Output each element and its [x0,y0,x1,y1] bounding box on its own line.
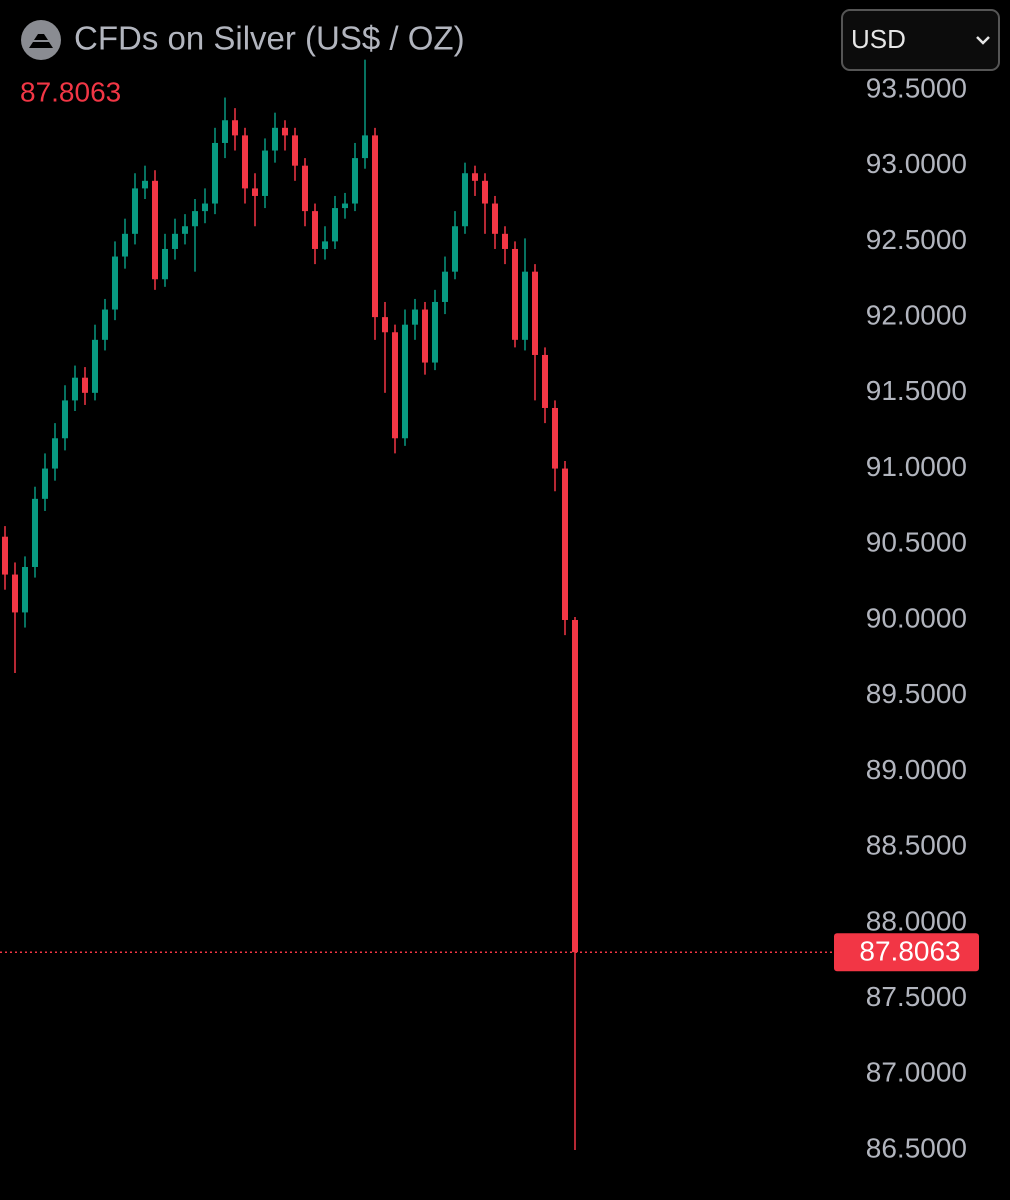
candle-body [252,188,258,196]
candle-body [322,241,328,249]
y-tick-label: 89.0000 [866,754,967,785]
candle-body [302,165,308,212]
y-tick-label: 91.5000 [866,375,967,406]
candle-body [82,377,88,393]
candle-body [212,142,218,204]
candle-body [512,248,518,340]
candle-body [502,233,508,249]
candle-body [112,256,118,310]
y-tick-label: 87.0000 [866,1057,967,1088]
currency-label[interactable]: USD [851,24,906,54]
candle-body [352,158,358,204]
candle-body [312,211,318,249]
candle-body [182,226,188,234]
candle-body [532,271,538,355]
candle-body [552,407,558,469]
candle-body [2,536,8,575]
candle-body [392,332,398,439]
candle-body [492,203,498,234]
y-tick-label: 92.5000 [866,224,967,255]
candle-body [452,226,458,272]
candle-body [262,150,268,196]
candle-body [542,354,548,408]
y-tick-label: 88.0000 [866,905,967,936]
candle-body [472,173,478,181]
candle-body [522,271,528,340]
candle-body [562,468,568,620]
y-tick-label: 90.5000 [866,527,967,558]
candle-body [432,301,438,363]
candle-body [292,135,298,166]
candle-body [282,127,288,136]
candle-body [242,135,248,189]
candle-body [152,180,158,280]
y-tick-label: 93.5000 [866,72,967,103]
candle-body [372,135,378,318]
y-tick-label: 89.5000 [866,678,967,709]
candle-body [42,468,48,499]
candle-body [382,317,388,333]
candle-body [92,339,98,393]
candle-body [122,233,128,257]
candle-body [192,211,198,227]
chart-title: CFDs on Silver (US$ / OZ) [74,20,465,57]
candle-body [412,309,418,325]
candle-body [272,127,278,151]
candle-body [72,377,78,401]
candle-body [62,400,68,439]
last-price: 87.8063 [20,76,121,107]
y-tick-label: 90.0000 [866,602,967,633]
y-tick-label: 93.0000 [866,148,967,179]
candle-body [132,188,138,234]
symbol-icon [21,20,61,60]
candle-body [22,566,28,613]
y-tick-label: 92.0000 [866,300,967,331]
candle-body [232,120,238,136]
candle-body [102,309,108,340]
y-tick-label: 88.5000 [866,830,967,861]
candle-body [402,324,408,439]
y-tick-label: 87.5000 [866,981,967,1012]
candle-body [142,180,148,189]
y-tick-label: 91.0000 [866,451,967,482]
last-price-badge [834,933,979,972]
candle-body [52,438,58,469]
candle-body [162,248,168,280]
candle-body [572,619,578,953]
candle-body [222,120,228,143]
candle-body [332,208,338,242]
candle-body [12,574,18,613]
candle-body [342,203,348,209]
candle-body [422,309,428,363]
candle-body [462,173,468,227]
candle-body [32,498,38,567]
candle-body [482,180,488,204]
candle-body [202,203,208,212]
y-tick-label: 86.5000 [866,1132,967,1163]
candle-body [172,233,178,249]
currency-select[interactable]: USD [841,9,1000,71]
last-price-badge-label: 87.8063 [859,936,960,967]
candle-body [442,271,448,302]
candle-body [362,135,368,159]
